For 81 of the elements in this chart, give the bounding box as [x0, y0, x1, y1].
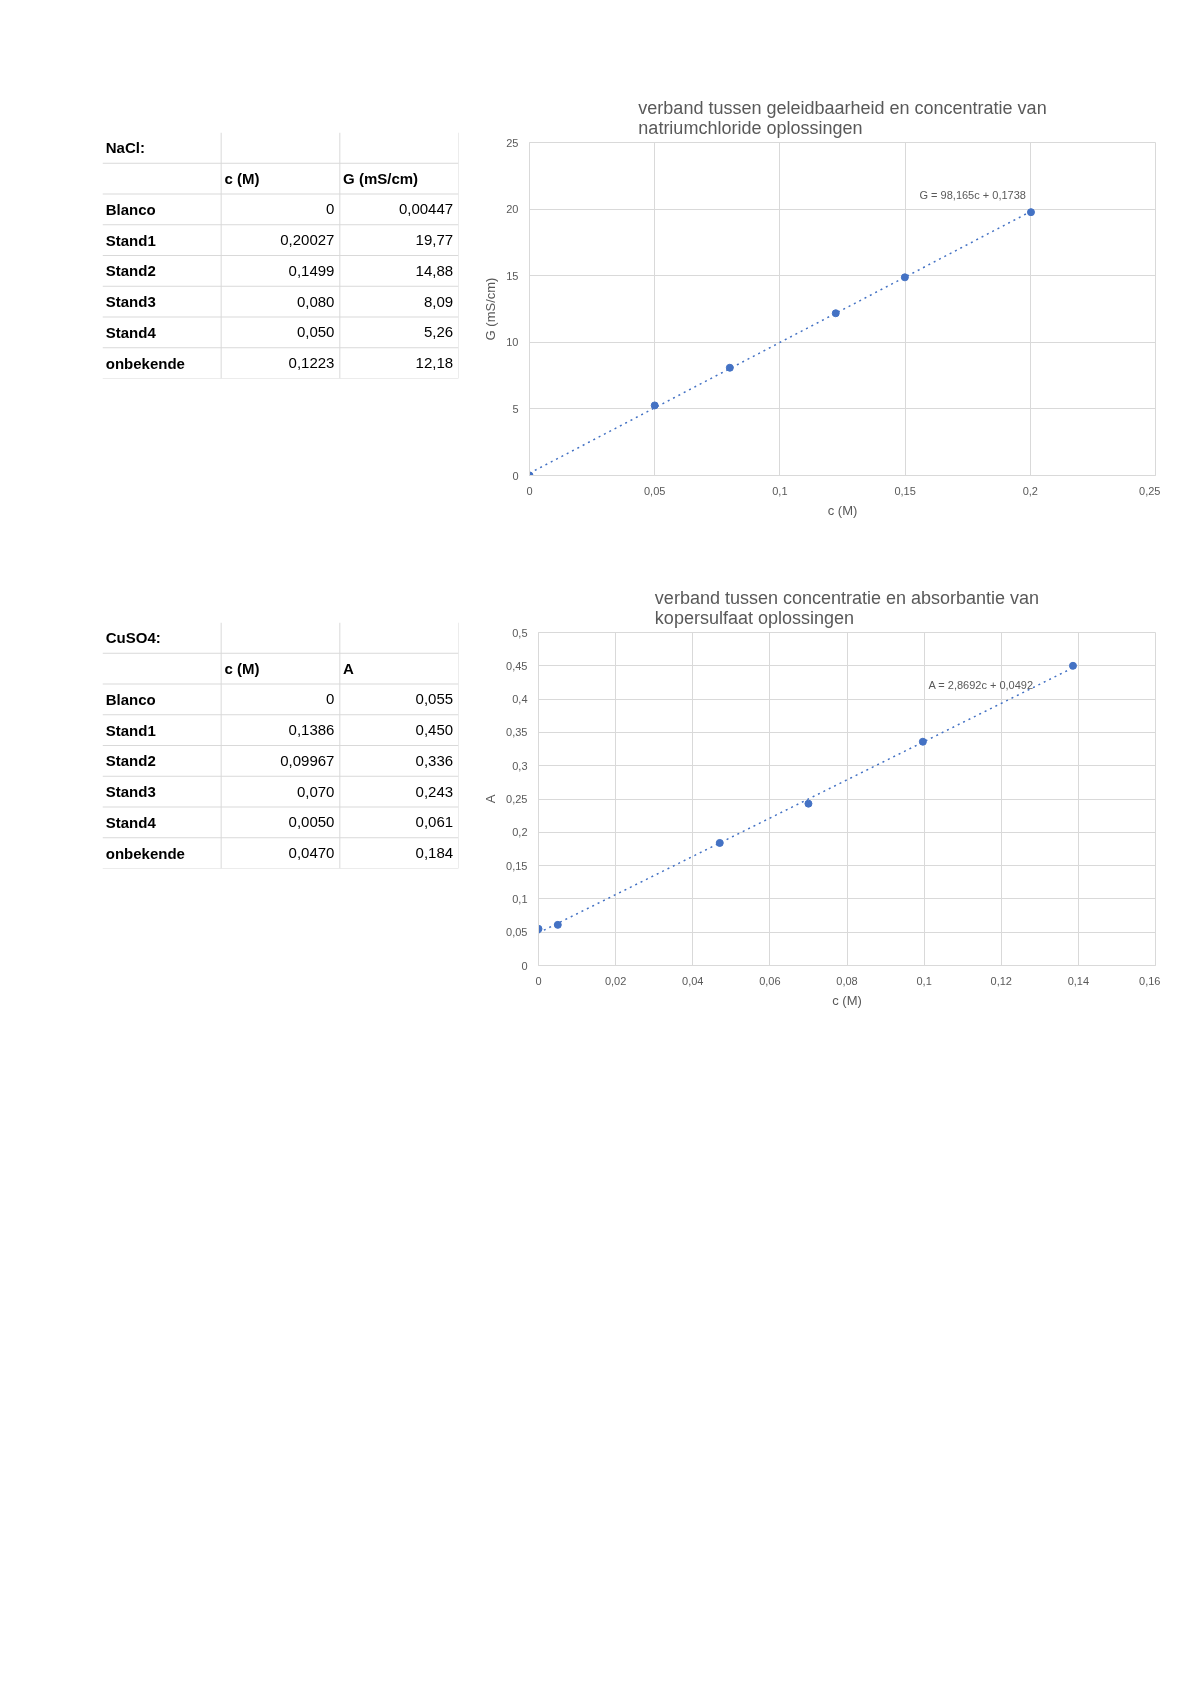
x-tick-label: 0,02: [604, 974, 627, 987]
text: onbekende: [105, 844, 185, 862]
y-tick-label: 0,15: [506, 859, 528, 872]
text: 0,184: [415, 844, 454, 862]
text: Stand2: [105, 752, 156, 770]
text: Stand4: [105, 813, 157, 831]
y-tick-label: 0,35: [506, 726, 528, 739]
y-tick-label: 0,5: [512, 626, 528, 639]
x-tick-label: 0: [535, 974, 542, 987]
y-tick-label: 20: [506, 203, 519, 216]
text: 0,243: [415, 782, 454, 800]
text: NaCl:: [105, 139, 145, 157]
x-tick-label: 0,1: [916, 974, 932, 987]
text: 0,00447: [398, 200, 454, 218]
text: 0,080: [296, 292, 335, 310]
annotation: G = 98,165c + 0,1738: [919, 188, 1026, 201]
text: CuSO4:: [105, 629, 161, 647]
x-tick-label: 0,25: [1139, 484, 1161, 497]
text: 12,18: [415, 354, 454, 372]
x-axis-title: c (M): [827, 502, 858, 518]
text: 14,88: [415, 261, 454, 279]
y-tick-label: 0: [521, 959, 528, 972]
chart-title: verband tussen geleidbaarheid en concentratie van natriumchloride oplossingen: [638, 97, 1047, 138]
text: 5,26: [423, 323, 454, 341]
text: 0,055: [415, 690, 454, 708]
y-tick-label: 0,05: [506, 926, 528, 939]
y-tick-label: 10: [506, 336, 519, 349]
x-tick-label: 0,05: [644, 484, 666, 497]
x-tick-label: 0,15: [894, 484, 916, 497]
text: onbekende: [105, 354, 185, 372]
text: 0: [326, 200, 335, 218]
y-tick-label: 5: [512, 402, 519, 415]
text: Stand1: [105, 721, 156, 739]
text: 0: [326, 690, 335, 708]
text: Stand2: [105, 262, 156, 280]
text: Stand3: [105, 293, 156, 311]
text: 0,0050: [288, 813, 335, 831]
text: c (M): [224, 170, 260, 188]
y-tick-label: 0,4: [512, 693, 528, 706]
text: c (M): [224, 660, 260, 678]
y-tick-label: 0,2: [512, 826, 528, 839]
x-tick-label: 0,14: [1067, 974, 1090, 987]
text: 0,1499: [288, 261, 335, 279]
text: 0,336: [415, 751, 454, 769]
text: 0,20027: [280, 231, 335, 249]
text: 0,070: [296, 782, 335, 800]
y-tick-label: 15: [506, 269, 519, 282]
y-tick-label: 0,25: [506, 793, 528, 805]
text: Stand4: [105, 323, 157, 341]
text: Blanco: [105, 200, 156, 218]
text: G (mS/cm): [343, 170, 419, 188]
text: 0,061: [415, 813, 454, 831]
y-axis-title: A: [483, 794, 499, 804]
x-axis-title: c (M): [832, 992, 862, 1008]
y-tick-label: 0,45: [506, 659, 528, 672]
x-tick-label: 0,08: [836, 974, 858, 987]
x-tick-label: 0,1: [772, 484, 788, 497]
annotation: A = 2,8692c + 0,0492: [928, 678, 1034, 691]
y-tick-label: 0,3: [512, 759, 528, 772]
text: 19,77: [415, 231, 454, 249]
y-tick-label: 0: [512, 469, 519, 482]
text: 0,0470: [288, 844, 335, 862]
text: Blanco: [105, 690, 156, 708]
x-tick-label: 0,16: [1139, 974, 1161, 987]
text: Stand3: [105, 783, 156, 801]
y-axis-title: G (mS/cm): [483, 277, 499, 341]
text: 0,1386: [288, 721, 335, 739]
x-tick-label: 0,12: [990, 974, 1012, 987]
y-tick-label: 25: [506, 136, 519, 149]
text: 0,1223: [288, 354, 335, 372]
text: Stand1: [105, 231, 156, 249]
x-tick-label: 0,04: [682, 974, 704, 987]
text: A: [343, 660, 355, 678]
text: 8,09: [423, 292, 454, 310]
chart-title: verband tussen concentratie en absorbantie van kopersulfaat oplossingen: [654, 587, 1040, 628]
text: 0,09967: [280, 751, 335, 769]
text: 0,050: [296, 323, 335, 341]
y-tick-label: 0,1: [512, 892, 528, 905]
text: 0,450: [415, 721, 454, 739]
x-tick-label: 0,06: [759, 974, 781, 987]
x-tick-label: 0,2: [1022, 484, 1038, 497]
